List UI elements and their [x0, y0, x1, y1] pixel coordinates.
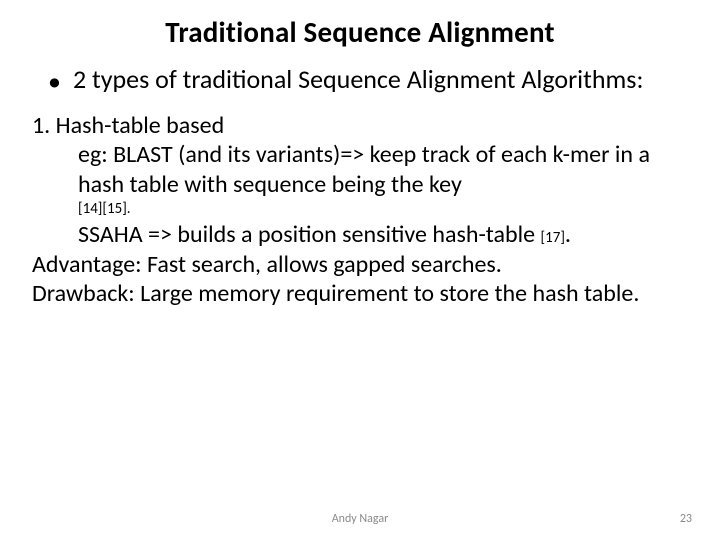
- advantage-line: Advantage: Fast search, allows gapped se…: [32, 250, 690, 279]
- ssaha-prefix: SSAHA => builds a position sensitive has…: [78, 220, 541, 249]
- item1-ssaha: SSAHA => builds a position sensitive has…: [32, 220, 690, 249]
- footer-page-number: 23: [680, 512, 692, 526]
- drawback-line: Drawback: Large memory requirement to st…: [32, 279, 690, 308]
- item1-heading: 1. Hash-table based: [32, 111, 690, 140]
- bullet-text: 2 types of traditional Sequence Alignmen…: [73, 64, 643, 96]
- slide-title: Traditional Sequence Alignment: [30, 14, 690, 50]
- body-content: 1. Hash-table based eg: BLAST (and its v…: [32, 111, 690, 308]
- footer-author: Andy Nagar: [332, 512, 389, 526]
- item1-example: eg: BLAST (and its variants)=> keep trac…: [32, 140, 690, 199]
- item1-citations: [14][15].: [32, 200, 690, 218]
- bullet-marker: •: [48, 66, 61, 97]
- ssaha-cite: [17]: [541, 229, 565, 247]
- slide-footer: Andy Nagar 23: [0, 512, 720, 526]
- bullet-item: • 2 types of traditional Sequence Alignm…: [48, 64, 690, 97]
- ssaha-suffix: .: [565, 220, 571, 249]
- slide-container: Traditional Sequence Alignment • 2 types…: [0, 0, 720, 540]
